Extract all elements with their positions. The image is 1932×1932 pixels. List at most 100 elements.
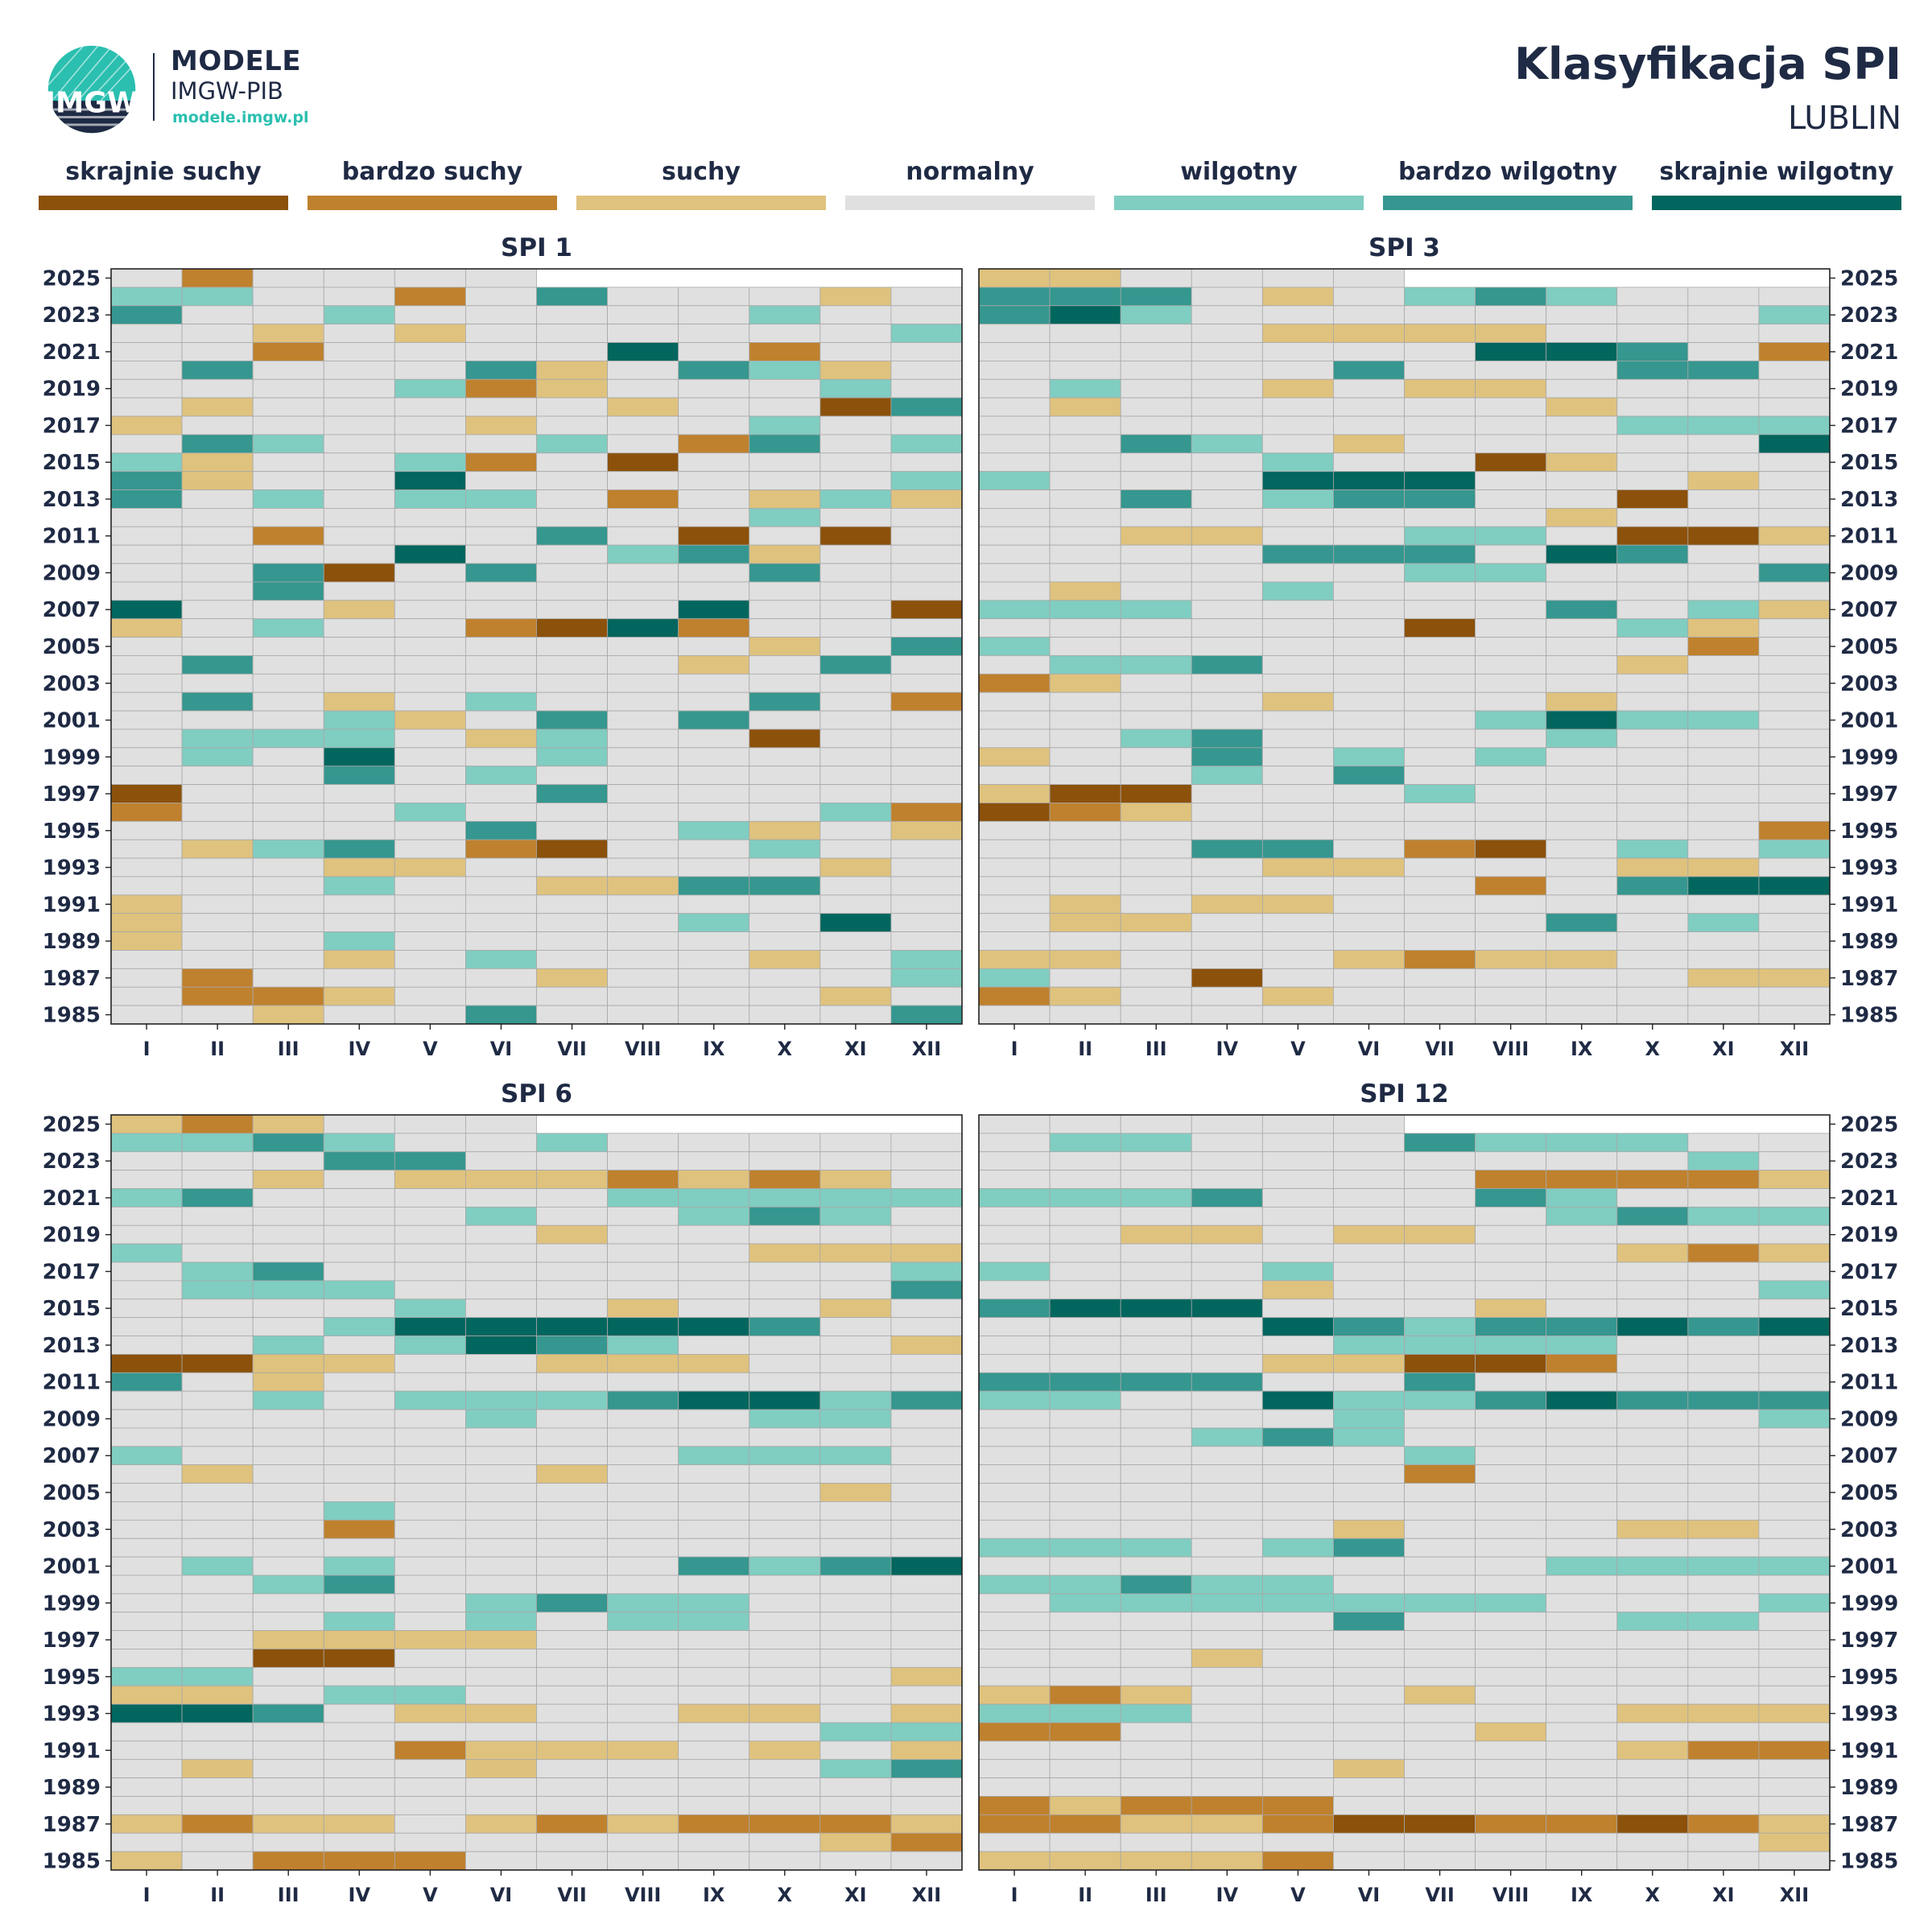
heatmap-cell: [1404, 1777, 1476, 1797]
heatmap-cell: [607, 1666, 679, 1686]
heatmap-cell: [1546, 950, 1618, 969]
heatmap-cell: [1546, 655, 1618, 675]
heatmap-cell: [1120, 1151, 1192, 1171]
heatmap-cell: [1616, 324, 1689, 343]
heatmap-cell: [1616, 691, 1689, 712]
heatmap-cell: [978, 820, 1051, 840]
heatmap-cell: [1120, 1206, 1192, 1226]
heatmap-cell: [1049, 1390, 1121, 1410]
heatmap-cell: [1475, 876, 1547, 896]
heatmap-cell: [890, 1575, 963, 1595]
heatmap-cell: [678, 452, 750, 473]
heatmap-cell: [1404, 729, 1476, 749]
heatmap-cell: [1404, 378, 1476, 398]
heatmap-cell: [1404, 1556, 1476, 1576]
heatmap-cell: [181, 360, 254, 380]
heatmap-cell: [181, 1188, 254, 1208]
heatmap-cell: [749, 1335, 821, 1355]
heatmap-cell: [890, 489, 963, 509]
month-tick-label: IX: [1571, 1038, 1593, 1060]
legend-item-extremely-dry: skrajnie suchy: [39, 158, 288, 210]
year-tick-label: 1985: [1840, 1004, 1898, 1028]
heatmap-cell: [181, 1335, 254, 1355]
heatmap-cell: [678, 655, 750, 675]
heatmap-cell: [1049, 1372, 1121, 1392]
heatmap-cell: [465, 324, 537, 343]
heatmap-cell: [465, 1759, 537, 1779]
heatmap-cell: [1546, 544, 1618, 564]
heatmap-cell: [1049, 1354, 1121, 1373]
heatmap-cell: [978, 1612, 1051, 1631]
heatmap-panel: SPI 12I II III IV V VI VII VIII IX X XI XII20252023…: [978, 1080, 1898, 1906]
heatmap-cell: [1758, 1354, 1831, 1373]
heatmap-cell: [1120, 729, 1192, 749]
heatmap-cell: [1261, 1575, 1334, 1595]
heatmap-cell: [678, 1740, 750, 1761]
heatmap-cell: [1333, 563, 1405, 583]
heatmap-cell: [1758, 1703, 1831, 1724]
year-tick-label: 2023: [1840, 303, 1898, 328]
heatmap-cell: [1404, 1464, 1476, 1484]
legend-label: wilgotny: [1180, 158, 1298, 186]
heatmap-cell: [394, 1114, 466, 1134]
heatmap-cell: [1333, 637, 1405, 656]
heatmap-cell: [1049, 452, 1121, 473]
year-tick-label: 2023: [43, 303, 101, 328]
legend-swatch: [1652, 196, 1901, 210]
heatmap-cell: [1687, 1777, 1760, 1797]
year-tick-label: 2021: [43, 1187, 101, 1211]
heatmap-cell: [394, 1170, 466, 1189]
heatmap-cell: [1191, 1261, 1263, 1282]
legend-item-dry: suchy: [576, 158, 826, 210]
heatmap-cell: [323, 1114, 395, 1134]
heatmap-cell: [1616, 673, 1689, 693]
heatmap-cell: [1120, 1354, 1192, 1373]
heatmap-cell: [1758, 1649, 1831, 1668]
heatmap-cell: [394, 397, 466, 417]
heatmap-cell: [1546, 1280, 1618, 1300]
heatmap-cell: [607, 1722, 679, 1742]
heatmap-cell: [181, 1427, 254, 1447]
heatmap-cell: [890, 1354, 963, 1373]
month-tick-label: XI: [1712, 1038, 1734, 1060]
heatmap-cell: [678, 1575, 750, 1595]
year-tick-label: 1997: [1840, 1629, 1898, 1653]
heatmap-cell: [394, 287, 466, 307]
heatmap-cell: [465, 1224, 537, 1245]
heatmap-cell: [1120, 305, 1192, 325]
year-tick-label: 2023: [43, 1150, 101, 1174]
heatmap-cell: [1475, 397, 1547, 417]
heatmap-cell: [1475, 857, 1547, 877]
heatmap-cell: [1616, 1851, 1689, 1871]
heatmap-cell: [1758, 1501, 1831, 1521]
heatmap-cell: [1546, 1243, 1618, 1263]
heatmap-cell: [607, 305, 679, 325]
heatmap-cell: [819, 1280, 892, 1300]
brand-url-link[interactable]: modele.imgw.pl: [172, 109, 309, 126]
month-tick-label: V: [423, 1884, 438, 1906]
heatmap-cell: [1404, 986, 1476, 1006]
heatmap-cell: [1687, 1814, 1760, 1834]
heatmap-cell: [1616, 600, 1689, 620]
heatmap-cell: [465, 766, 537, 785]
heatmap-cell: [1616, 1464, 1689, 1484]
heatmap-cell: [1546, 986, 1618, 1006]
heatmap-cell: [323, 268, 395, 288]
heatmap-cell: [1687, 637, 1760, 656]
heatmap-cell: [1404, 489, 1476, 509]
heatmap-cell: [607, 1298, 679, 1319]
heatmap-cell: [678, 766, 750, 785]
heatmap-cell: [1120, 1409, 1192, 1429]
heatmap-cell: [252, 1814, 324, 1834]
heatmap-cell: [607, 1593, 679, 1613]
heatmap-panel: SPI 1I II III IV V VI VII VIII IX X XI XII202520232…: [43, 233, 963, 1060]
heatmap-cell: [1687, 1261, 1760, 1282]
heatmap-cell: [678, 1188, 750, 1208]
heatmap-cell: [1616, 1261, 1689, 1282]
heatmap-cell: [1616, 820, 1689, 840]
heatmap-cell: [1120, 1261, 1192, 1282]
heatmap-cell: [1333, 1464, 1405, 1484]
heatmap-cell: [1687, 1796, 1760, 1815]
heatmap-cell: [1333, 471, 1405, 490]
heatmap-cell: [1120, 508, 1192, 527]
